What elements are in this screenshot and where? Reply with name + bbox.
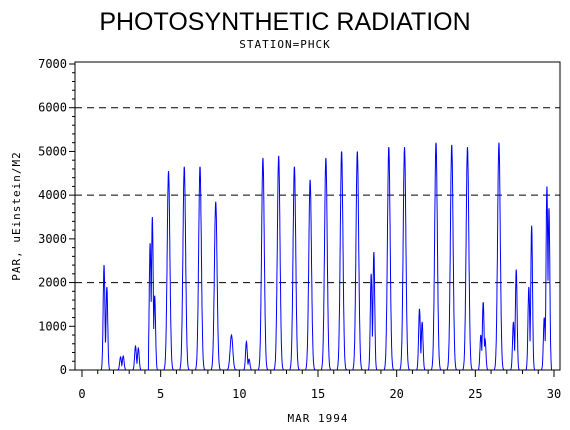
x-tick-label: 20 (389, 387, 403, 401)
x-tick-label: 0 (78, 387, 85, 401)
x-axis-label: MAR 1994 (288, 412, 349, 425)
series (96, 142, 554, 371)
y-axis-label: PAR, uEinstein/M2 (10, 151, 23, 281)
y-tick-label: 1000 (38, 319, 67, 333)
x-tick-label: 25 (468, 387, 482, 401)
x-tick-label: 10 (232, 387, 246, 401)
y-tick-label: 6000 (38, 101, 67, 115)
y-tick-label: 2000 (38, 276, 67, 290)
par-series-line (96, 142, 554, 371)
y-tick-label: 4000 (38, 188, 67, 202)
chart-title: PHOTOSYNTHETIC RADIATION (99, 8, 470, 36)
x-tick-label: 15 (311, 387, 325, 401)
y-tick-label: 7000 (38, 57, 67, 71)
y-tick-label: 0 (60, 363, 67, 377)
x-tick-label: 5 (157, 387, 164, 401)
x-tick-label: 30 (547, 387, 561, 401)
y-tick-label: 3000 (38, 232, 67, 246)
reference-lines (75, 107, 560, 284)
y-tick-label: 5000 (38, 144, 67, 158)
y-axis: 0 1000 2000 3000 4000 5000 6000 7000 (38, 57, 75, 377)
chart-subtitle: STATION=PHCK (239, 38, 330, 51)
x-axis: 0 5 10 15 20 25 30 (78, 370, 561, 401)
